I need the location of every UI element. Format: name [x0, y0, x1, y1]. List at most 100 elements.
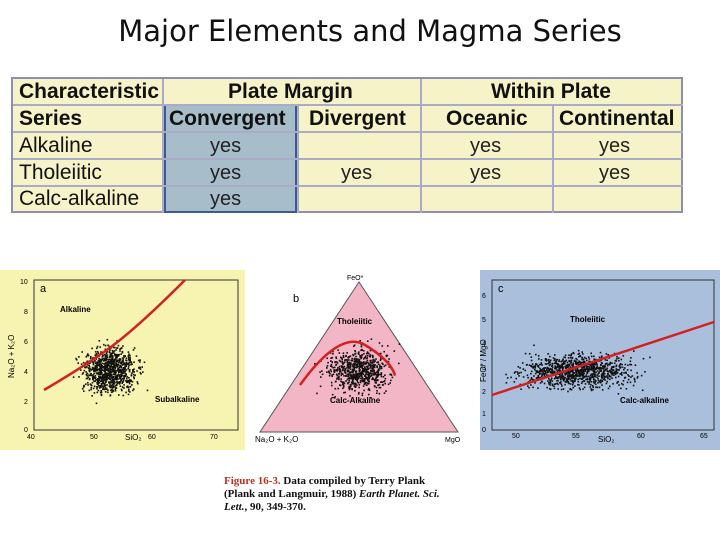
- data-point: [366, 351, 369, 353]
- data-point: [111, 390, 114, 393]
- data-point: [120, 353, 122, 355]
- data-point: [331, 356, 334, 359]
- data-point: [551, 371, 553, 374]
- data-point: [575, 373, 577, 376]
- data-point: [355, 372, 357, 374]
- data-point: [109, 367, 111, 370]
- data-point: [354, 390, 356, 392]
- data-point: [606, 359, 608, 362]
- data-point: [114, 372, 117, 374]
- data-point: [364, 356, 367, 359]
- data-point: [366, 352, 368, 355]
- data-point: [563, 361, 565, 364]
- data-point: [109, 378, 112, 381]
- data-point: [564, 365, 567, 368]
- data-point: [368, 374, 371, 377]
- data-point: [108, 385, 111, 387]
- data-point: [89, 362, 91, 364]
- data-point: [104, 379, 106, 381]
- data-point: [620, 358, 623, 361]
- y-tick: 2: [482, 389, 486, 396]
- data-point: [553, 385, 555, 387]
- data-point: [114, 353, 116, 356]
- data-point: [111, 349, 114, 352]
- data-point: [598, 372, 600, 374]
- data-point: [111, 378, 114, 381]
- data-point: [370, 365, 372, 368]
- data-point: [561, 363, 563, 366]
- data-point: [620, 382, 623, 385]
- data-point: [107, 377, 110, 379]
- data-point: [580, 373, 583, 376]
- data-point: [591, 366, 594, 368]
- data-point: [614, 372, 617, 375]
- data-point: [562, 358, 564, 360]
- data-point: [564, 377, 567, 379]
- data-point: [355, 370, 358, 372]
- data-point: [375, 378, 377, 380]
- data-point: [586, 381, 589, 383]
- data-point: [103, 353, 106, 356]
- data-point: [619, 364, 621, 366]
- data-point: [107, 370, 109, 372]
- data-point: [537, 371, 540, 374]
- data-point: [100, 394, 103, 397]
- data-point: [613, 374, 615, 376]
- data-point: [127, 367, 129, 370]
- data-point: [124, 366, 126, 368]
- data-point: [562, 379, 565, 382]
- data-point: [544, 363, 547, 365]
- data-point: [603, 373, 606, 375]
- data-point: [104, 344, 107, 347]
- data-point: [78, 356, 80, 358]
- data-point: [373, 372, 376, 375]
- data-point: [607, 373, 609, 376]
- data-point: [100, 370, 102, 373]
- data-point: [97, 377, 99, 380]
- data-point: [120, 375, 123, 378]
- data-point: [592, 368, 594, 370]
- data-point: [612, 366, 615, 369]
- data-point: [101, 376, 104, 379]
- data-point: [89, 377, 91, 380]
- data-point: [544, 359, 547, 361]
- data-point: [586, 376, 588, 378]
- data-point: [379, 386, 382, 389]
- data-point: [107, 364, 110, 366]
- data-point: [549, 355, 551, 358]
- data-point: [605, 362, 608, 365]
- data-point: [362, 385, 365, 387]
- data-point: [611, 373, 614, 376]
- data-point: [634, 380, 636, 383]
- data-point: [354, 377, 356, 379]
- data-point: [366, 357, 369, 359]
- data-point: [104, 365, 106, 367]
- data-point: [571, 377, 573, 380]
- data-point: [611, 377, 613, 379]
- data-point: [601, 380, 604, 383]
- data-point: [94, 351, 97, 353]
- data-point: [121, 389, 123, 392]
- data-point: [112, 362, 114, 365]
- data-point: [548, 361, 550, 364]
- data-point: [129, 386, 131, 388]
- data-point: [535, 370, 537, 372]
- data-point: [379, 368, 381, 370]
- data-point: [97, 380, 99, 383]
- data-point: [106, 374, 109, 377]
- data-point: [358, 353, 360, 355]
- data-point: [590, 381, 593, 383]
- data-point: [532, 367, 534, 369]
- data-point: [120, 373, 122, 376]
- data-point: [554, 354, 556, 356]
- data-point: [335, 357, 338, 360]
- data-point: [371, 378, 373, 381]
- data-point: [549, 367, 551, 370]
- data-point: [539, 368, 542, 371]
- data-point: [111, 367, 114, 369]
- data-point: [342, 369, 344, 372]
- data-point: [543, 368, 545, 371]
- data-point: [578, 387, 581, 389]
- data-point: [616, 382, 618, 384]
- data-point: [633, 377, 636, 380]
